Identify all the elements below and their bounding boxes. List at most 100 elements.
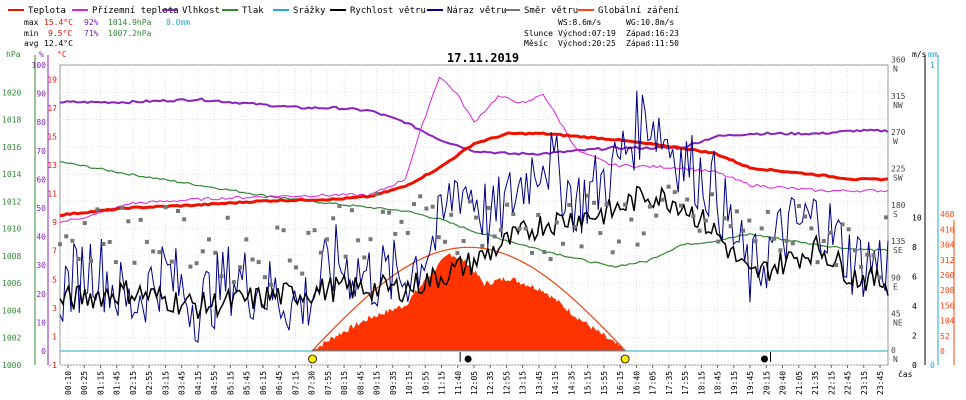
tick-label-humidity: 30 <box>36 261 46 270</box>
tick-label-wind-dir-letter: N <box>893 355 898 364</box>
wind-dir-point <box>200 249 205 254</box>
wind-dir-point <box>629 217 634 222</box>
x-tick-label: 06:45 <box>275 371 284 395</box>
x-tick-label: 20:15 <box>762 371 771 395</box>
wind-dir-point <box>250 257 255 262</box>
wind-dir-point <box>343 254 348 259</box>
wind-dir-point <box>412 202 416 207</box>
wind-dir-point <box>809 226 814 231</box>
wind-dir-point <box>262 275 267 280</box>
wind-dir-point <box>852 248 857 253</box>
wind-dir-point <box>759 226 764 231</box>
wind-dir-point <box>530 250 534 255</box>
wind-dir-point <box>710 192 714 197</box>
tick-label-wind-dir: 90 <box>891 273 901 282</box>
x-tick-label: 14:15 <box>551 371 560 395</box>
x-tick-label: 23:15 <box>860 371 869 395</box>
wind-dir-point <box>126 219 131 224</box>
wind-dir-point <box>585 193 590 198</box>
tick-label-temperature: 9 <box>52 218 57 227</box>
wind-dir-point <box>716 239 721 244</box>
x-tick-label: 15:55 <box>600 371 609 395</box>
x-tick-label: 02:55 <box>145 371 154 395</box>
wind-speed-max: WS:8.6m/s <box>558 18 602 27</box>
x-tick-label: 15:15 <box>584 371 593 395</box>
wind-dir-point <box>778 248 783 253</box>
stats-max-temp: 15.4°C <box>44 18 73 27</box>
wind-dir-point <box>561 241 565 246</box>
sun-marker-icon <box>620 354 630 364</box>
tick-label-wind-dir-letter: NE <box>893 319 903 328</box>
wind-dir-point <box>803 214 808 219</box>
tick-label-wind-dir: 225 <box>891 165 906 174</box>
wind-dir-point <box>703 218 708 223</box>
tick-label-humidity: 50 <box>36 204 46 213</box>
tick-label-radiation: 0 <box>940 347 945 356</box>
wind-dir-point <box>573 224 578 229</box>
wind-dir-point <box>728 224 733 229</box>
wind-dir-point <box>207 237 211 242</box>
wind-dir-point <box>380 209 385 214</box>
stats-min-hum: 71% <box>84 29 99 38</box>
x-tick-label: 09:15 <box>373 371 382 395</box>
tick-label-wind-speed: 4 <box>912 302 917 311</box>
series-temperature <box>59 131 889 218</box>
wind-dir-point <box>318 250 323 255</box>
wind-dir-point <box>399 219 404 224</box>
wind-dir-point <box>877 275 882 280</box>
wind-dir-point <box>225 215 230 220</box>
stats-avg-label: avg <box>24 39 39 48</box>
wind-dir-point <box>188 264 193 269</box>
wind-dir-point <box>337 204 342 209</box>
wind-dir-point <box>486 205 491 210</box>
wind-dir-point <box>685 197 690 202</box>
tick-label-radiation: 156 <box>940 301 955 310</box>
x-tick-label: 12:05 <box>470 371 479 395</box>
axis-unit-humidity: % <box>39 50 44 59</box>
legend: Teplota Přízemní teplota Vlhkost Tlak Srážky… <box>8 6 679 16</box>
wind-dir-point <box>865 252 870 257</box>
tick-label-radiation: 468 <box>940 210 955 219</box>
x-tick-label: 11:15 <box>438 371 447 395</box>
x-tick-label: 13:15 <box>519 371 528 395</box>
tick-label-wind-dir-letter: NW <box>893 101 903 110</box>
tick-label-temperature: 17 <box>47 104 57 113</box>
tick-label-wind-dir-letter: S <box>893 210 898 219</box>
wind-dir-point <box>467 199 472 204</box>
axis-unit-rain: mm <box>928 50 938 59</box>
wind-dir-point <box>430 204 435 209</box>
moon-set: Západ:11:50 <box>626 39 679 48</box>
x-tick-label: 01:45 <box>113 371 122 395</box>
wind-dir-point <box>641 231 646 236</box>
x-tick-label: 12:55 <box>502 371 511 395</box>
x-tick-label: 18:15 <box>697 371 706 395</box>
wind-dir-point <box>101 242 106 246</box>
tick-label-pressure: 1004 <box>2 306 21 315</box>
tick-label-pressure: 1012 <box>2 197 21 206</box>
tick-label-wind-dir: 315 <box>891 92 906 101</box>
x-tick-label: 21:05 <box>795 371 804 395</box>
wind-dir-point <box>635 242 640 247</box>
wind-dir-point <box>58 242 62 247</box>
tick-label-radiation: 52 <box>940 332 950 341</box>
wind-dir-point <box>772 236 777 241</box>
wind-dir-point <box>741 228 746 233</box>
wind-dir-point <box>734 209 739 214</box>
wind-dir-point <box>579 244 584 249</box>
stats-panel: max 15.4°C 92% 1014.9hPa 0.0mm min 9.5°C… <box>24 18 190 48</box>
tick-label-wind-dir-letter: N <box>893 65 898 74</box>
wind-dir-point <box>505 202 510 207</box>
series-wind-gust <box>59 90 889 343</box>
x-tick-label: 07:55 <box>324 371 333 395</box>
x-tick-label: 20:40 <box>779 371 788 395</box>
tick-label-wind-dir-letter: SE <box>893 246 903 255</box>
stats-max-label: max <box>24 18 39 27</box>
stats-avg-temp: 12.4°C <box>44 39 73 48</box>
axis-unit-temperature: °C <box>57 50 67 59</box>
wind-dir-point <box>194 261 199 266</box>
x-tick-label: 16:15 <box>616 371 625 395</box>
wind-dir-point <box>859 265 864 269</box>
x-tick-label: 17:55 <box>681 371 690 395</box>
tick-label-radiation: 208 <box>940 286 955 295</box>
tick-label-temperature: -1 <box>47 361 57 370</box>
